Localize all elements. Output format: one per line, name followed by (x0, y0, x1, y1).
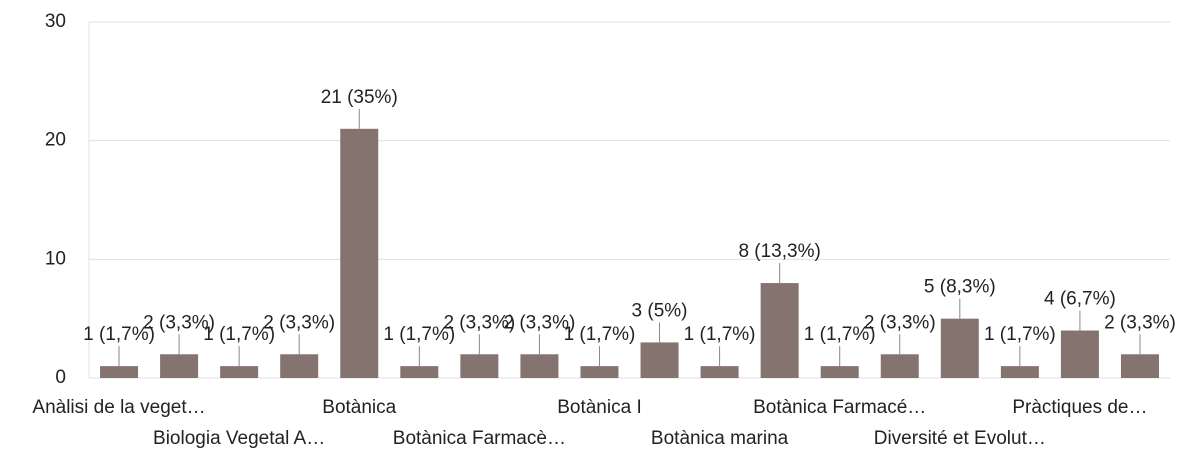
value-label: 2 (3,3%) (443, 312, 515, 333)
x-tick-label: Botànica I (557, 397, 642, 418)
y-tick-label: 20 (45, 130, 66, 151)
value-label: 3 (5%) (632, 300, 688, 321)
value-label: 1 (1,7%) (83, 324, 155, 345)
value-label: 1 (1,7%) (383, 324, 455, 345)
x-tick-label: Botànica Farmacé… (753, 397, 926, 418)
bar (280, 354, 319, 378)
value-label: 1 (1,7%) (564, 324, 636, 345)
bar (580, 366, 619, 378)
x-tick-label: Diversité et Evolut… (874, 428, 1046, 449)
value-label: 2 (3,3%) (143, 312, 215, 333)
value-label: 1 (1,7%) (984, 324, 1056, 345)
x-tick-label: Botànica marina (651, 428, 789, 449)
bar (820, 366, 859, 378)
bar (100, 366, 139, 378)
x-tick-label: Biologia Vegetal A… (153, 428, 325, 449)
value-label: 2 (3,3%) (263, 312, 335, 333)
bar (400, 366, 439, 378)
value-label: 2 (3,3%) (1104, 312, 1176, 333)
value-label: 8 (13,3%) (738, 241, 820, 262)
bar (520, 354, 559, 378)
x-tick-label: Botànica Farmacè… (393, 428, 566, 449)
bar (340, 128, 379, 378)
x-tick-label: Pràctiques de… (1012, 397, 1147, 418)
value-label: 2 (3,3%) (864, 312, 936, 333)
bar (1060, 330, 1099, 378)
y-tick-label: 30 (45, 11, 66, 32)
value-label: 5 (8,3%) (924, 277, 996, 298)
bar (880, 354, 919, 378)
bar (640, 342, 679, 378)
bar (700, 366, 739, 378)
bar (220, 366, 259, 378)
x-tick-label: Anàlisi de la veget… (32, 397, 205, 418)
bar (160, 354, 199, 378)
value-label: 1 (1,7%) (804, 324, 876, 345)
value-label: 1 (1,7%) (203, 324, 275, 345)
bar (1000, 366, 1039, 378)
bar (460, 354, 499, 378)
bar (940, 318, 979, 378)
value-label: 2 (3,3%) (504, 312, 576, 333)
value-label: 21 (35%) (321, 87, 398, 108)
y-tick-label: 10 (45, 248, 66, 269)
x-tick-label: Botànica (322, 397, 396, 418)
bar (760, 283, 799, 378)
bar (1120, 354, 1159, 378)
y-tick-label: 0 (55, 367, 66, 388)
value-label: 4 (6,7%) (1044, 289, 1116, 310)
value-label: 1 (1,7%) (684, 324, 756, 345)
